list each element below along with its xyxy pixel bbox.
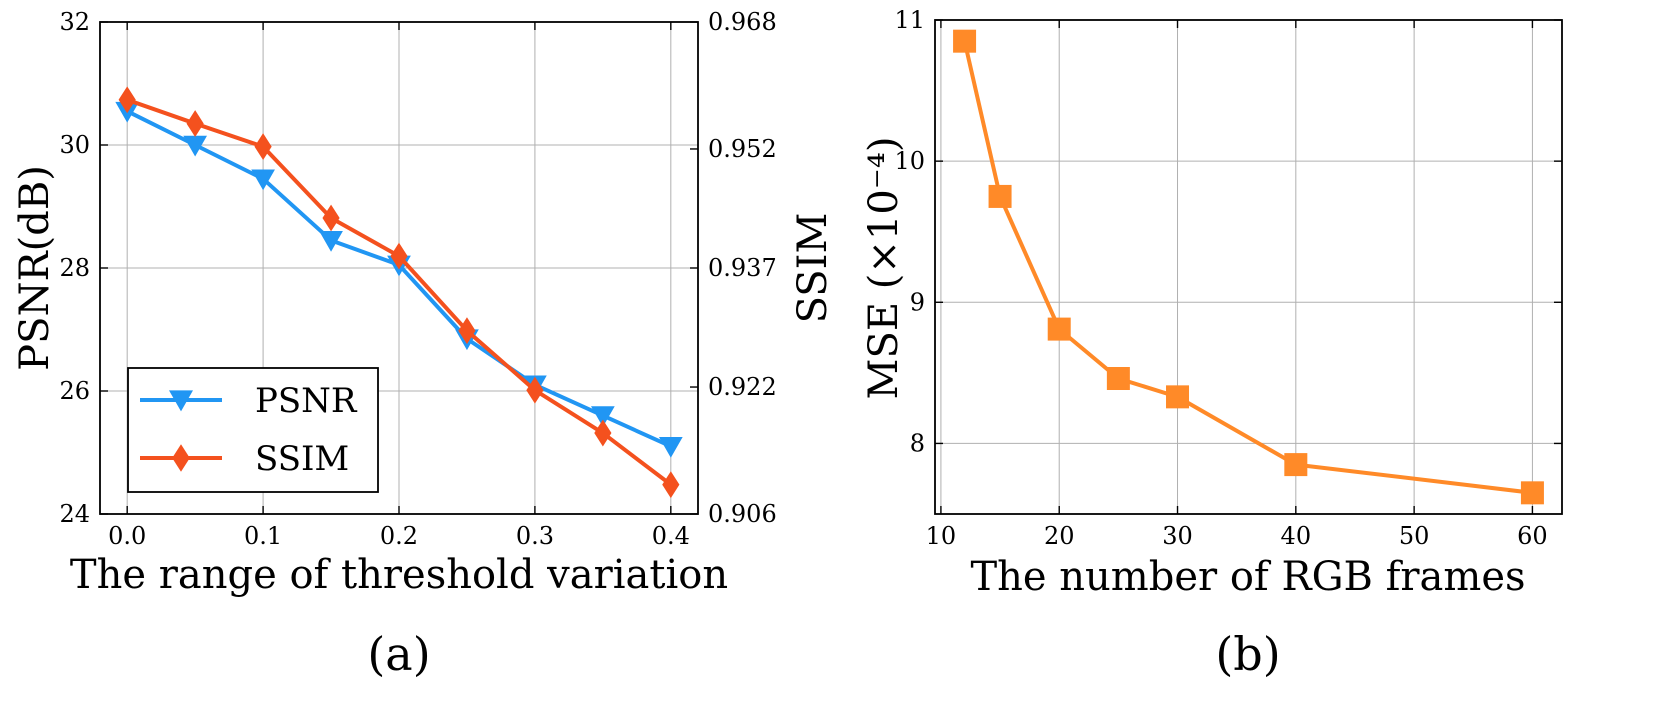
chart-a-ytick-label: 26 <box>59 377 90 405</box>
series-ssim-point <box>186 110 204 138</box>
chart-b-xtick-label: 30 <box>1162 522 1193 550</box>
series-ssim-point <box>118 86 136 114</box>
series-mse-point <box>1106 367 1130 391</box>
series-ssim-point <box>254 133 272 161</box>
chart-b-xlabel: The number of RGB frames <box>970 554 1525 600</box>
chart-a-y2tick-label: 0.922 <box>708 373 777 401</box>
series-psnr-point <box>658 437 683 458</box>
chart-a-y2tick-label: 0.937 <box>708 254 777 282</box>
series-psnr-point <box>183 135 207 157</box>
chart-a-xtick-label: 0.2 <box>380 522 418 550</box>
chart-b-gridlines <box>935 19 1562 514</box>
series-mse-point <box>988 184 1012 208</box>
chart-a-xtick-label: 0.3 <box>516 522 554 550</box>
legend-ssim-label: SSIM <box>255 439 349 479</box>
series-mse-point <box>1047 317 1071 341</box>
series-ssim-point <box>594 419 612 447</box>
chart-b-ylabel: MSE (×10⁻⁴) <box>861 136 907 399</box>
chart-b-xtick-label: 40 <box>1281 522 1312 550</box>
chart-b-caption: (b) <box>1215 627 1280 681</box>
series-mse-point <box>1284 453 1308 477</box>
chart-b-ticks: 10 20 30 40 50 60 8 9 10 11 <box>894 6 1562 550</box>
chart-b-ytick-label: 9 <box>910 288 925 316</box>
chart-a-caption: (a) <box>367 627 430 681</box>
chart-a-y2tick-label: 0.906 <box>708 500 777 528</box>
chart-a-xtick-label: 0.1 <box>244 522 282 550</box>
legend-psnr-marker <box>169 390 193 412</box>
chart-a-xlabel: The range of threshold variation <box>70 552 728 598</box>
chart-a-ytick-label: 32 <box>59 8 90 36</box>
chart-b: 10 20 30 40 50 60 8 9 10 11 The number of RGB fra… <box>861 6 1563 681</box>
chart-a-ytick-label: 28 <box>59 254 90 282</box>
series-mse-line <box>962 40 1533 495</box>
series-psnr-point <box>319 231 343 252</box>
series-psnr-point <box>591 406 615 428</box>
legend-psnr-label: PSNR <box>255 381 358 421</box>
chart-b-ytick-label: 11 <box>894 6 925 34</box>
chart-b-frame <box>934 19 1563 515</box>
series-mse-point <box>1520 481 1544 505</box>
chart-b-xtick-label: 50 <box>1399 522 1430 550</box>
chart-a-y2tick-label: 0.952 <box>708 135 777 163</box>
chart-a-series <box>115 86 683 499</box>
chart-b-ytick-label: 8 <box>910 429 925 457</box>
chart-a-xtick-label: 0.4 <box>652 522 690 550</box>
chart-a-ylabel: PSNR(dB) <box>12 165 58 371</box>
chart-a-y2tick-label: 0.968 <box>708 8 777 36</box>
series-ssim-point <box>662 471 680 499</box>
legend-ssim-marker <box>172 444 190 472</box>
chart-a-xtick-label: 0.0 <box>108 522 146 550</box>
chart-a-y2label: SSIM <box>790 213 836 324</box>
chart-b-ytick-label: 10 <box>894 147 925 175</box>
chart-a-ytick-label: 24 <box>59 500 90 528</box>
chart-b-xtick-label: 60 <box>1517 522 1548 550</box>
chart-a-legend: PSNR SSIM <box>127 367 379 493</box>
chart-a: 0.0 0.1 0.2 0.3 0.4 24 26 28 30 32 0.906 0.922 0.937… <box>12 8 836 681</box>
series-mse-point <box>953 29 977 53</box>
series-mse-point <box>1166 385 1190 409</box>
series-psnr-point <box>251 169 275 191</box>
chart-b-xtick-label: 10 <box>926 522 957 550</box>
chart-b-series <box>953 29 1544 505</box>
series-ssim-point <box>526 376 544 404</box>
series-ssim-point <box>458 317 476 345</box>
series-ssim-point <box>322 204 340 232</box>
legend-box <box>127 367 379 493</box>
chart-b-xtick-label: 20 <box>1044 522 1075 550</box>
series-ssim-point <box>390 242 408 270</box>
chart-a-ytick-label: 30 <box>59 131 90 159</box>
chart-a-ticks: 0.0 0.1 0.2 0.3 0.4 24 26 28 30 32 0.906 0.922 0.937… <box>59 8 776 550</box>
